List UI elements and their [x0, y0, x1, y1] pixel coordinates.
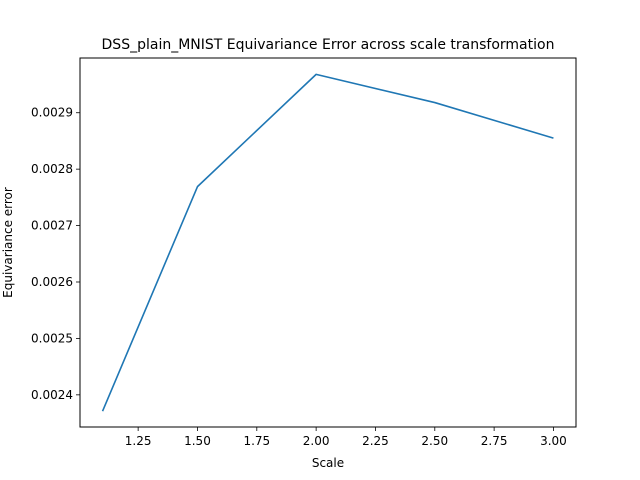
x-tick-label: 2.00	[303, 434, 330, 448]
chart-title: DSS_plain_MNIST Equivariance Error acros…	[102, 37, 555, 53]
y-tick-label: 0.0026	[31, 275, 73, 289]
x-axis-label: Scale	[312, 456, 344, 470]
x-axis-ticks: 1.25 1.50 1.75 2.00 2.25 2.50 2.75 3.00	[125, 427, 567, 448]
series-layer	[101, 73, 554, 412]
y-tick-label: 0.0029	[31, 106, 73, 120]
y-tick-label: 0.0025	[31, 331, 73, 345]
y-tick-label: 0.0028	[31, 162, 73, 176]
x-tick-label: 1.75	[243, 434, 270, 448]
x-tick-label: 3.00	[540, 434, 567, 448]
series-line	[101, 73, 554, 412]
x-tick-label: 2.25	[362, 434, 389, 448]
y-tick-label: 0.0027	[31, 219, 73, 233]
y-axis-ticks: 0.0024 0.0025 0.0026 0.0027 0.0028 0.0029	[31, 106, 80, 402]
x-tick-label: 1.25	[125, 434, 152, 448]
plot-area-frame	[79, 57, 577, 428]
y-axis-label: Equivariance error	[1, 187, 15, 298]
x-tick-label: 2.75	[481, 434, 508, 448]
x-tick-label: 1.50	[184, 434, 211, 448]
y-tick-label: 0.0024	[31, 388, 73, 402]
x-tick-label: 2.50	[421, 434, 448, 448]
